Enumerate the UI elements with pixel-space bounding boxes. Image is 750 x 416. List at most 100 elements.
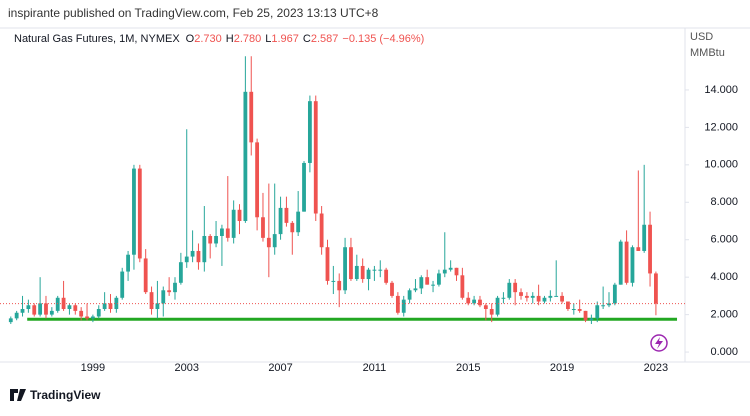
x-tick-label: 2007 — [268, 362, 292, 374]
candle-body — [343, 247, 347, 291]
candle-body — [49, 310, 54, 315]
candle-body — [554, 295, 559, 297]
candle-body — [67, 305, 72, 310]
candle-body — [654, 273, 658, 304]
candle-body — [648, 224, 652, 274]
candle-body — [337, 280, 342, 291]
candle-body — [595, 305, 600, 319]
candle-body — [132, 168, 136, 255]
alert-icon[interactable] — [650, 334, 668, 352]
x-tick-label: 2011 — [363, 362, 387, 374]
candle-body — [155, 303, 160, 310]
candle-body — [519, 292, 523, 296]
candle-body — [571, 309, 576, 311]
ohlc-value: 2.587 — [311, 33, 339, 45]
candle-body — [601, 305, 606, 307]
y-tick-label: 14.000 — [704, 84, 738, 96]
candle-body — [624, 241, 629, 283]
candle-body — [454, 267, 459, 276]
y-tick-label: 12.000 — [704, 121, 738, 133]
candle-body — [349, 247, 353, 280]
candle-body — [32, 305, 37, 315]
candle-body — [524, 295, 529, 298]
ohlc-value: 2.780 — [234, 33, 262, 45]
y-tick-label: 6.000 — [710, 234, 738, 246]
candle-body — [407, 290, 412, 300]
candle-body — [589, 318, 594, 321]
candle-body — [448, 267, 453, 270]
candle-body — [483, 305, 488, 310]
candle-body — [354, 265, 359, 280]
candle-body — [437, 273, 441, 285]
candle-body — [126, 254, 130, 272]
candle-body — [431, 284, 435, 286]
candle-body — [26, 305, 31, 310]
candle-body — [38, 303, 43, 315]
candle-body — [536, 295, 541, 302]
candle-body — [607, 303, 611, 306]
candle-body — [583, 310, 588, 321]
candle-body — [8, 318, 13, 323]
candle-body — [618, 241, 623, 285]
candle-body — [319, 213, 324, 248]
candle-body — [102, 303, 107, 310]
candle-body — [14, 312, 19, 319]
symbol-title: Natural Gas Futures, 1M, NYMEX — [14, 33, 180, 45]
candle-body — [313, 101, 318, 214]
candle-body — [73, 305, 78, 311]
candle-body — [85, 316, 89, 319]
candle-body — [237, 209, 242, 222]
candle-body — [302, 162, 306, 212]
candle-body — [261, 217, 265, 238]
candle-body — [208, 235, 213, 244]
candle-body — [366, 269, 371, 280]
candle-body — [214, 235, 218, 244]
candle-body — [225, 228, 230, 238]
candle-body — [530, 295, 535, 298]
candle-body — [331, 280, 336, 282]
change-value: −0.135 (−4.96%) — [342, 33, 424, 45]
candle-body — [231, 209, 236, 238]
candle-body — [55, 297, 60, 311]
x-tick-label: 2003 — [174, 362, 198, 374]
candle-body — [143, 258, 148, 293]
unit-label: USD — [690, 31, 713, 43]
candle-body — [249, 91, 254, 143]
candle-body — [149, 292, 154, 310]
candle-body — [202, 235, 207, 263]
candle-body — [372, 269, 377, 271]
candle-body — [390, 282, 394, 296]
candle-body — [378, 269, 383, 271]
ohlc-key: L — [265, 33, 271, 45]
candle-body — [642, 224, 647, 251]
candle-body — [325, 247, 330, 281]
x-tick-label: 2015 — [456, 362, 480, 374]
candle-body — [548, 295, 553, 298]
candle-body — [196, 250, 201, 263]
candle-body — [478, 299, 482, 306]
ohlc-value: 1.967 — [271, 33, 299, 45]
candle-body — [413, 288, 418, 291]
candle-body — [90, 316, 95, 319]
candle-body — [184, 256, 189, 263]
tradingview-logo — [10, 389, 26, 401]
x-tick-label: 2023 — [644, 362, 668, 374]
candle-body — [577, 309, 582, 311]
candle-body — [360, 265, 365, 280]
candle-body — [120, 271, 125, 298]
candle-body — [513, 282, 518, 293]
x-tick-label: 1999 — [81, 362, 105, 374]
candle-body — [401, 299, 406, 313]
unit-label: MMBtu — [690, 47, 725, 59]
candle-body — [96, 309, 101, 317]
candle-body — [395, 295, 400, 313]
candle-body — [296, 211, 301, 233]
candle-body — [114, 297, 119, 310]
candle-body — [495, 297, 500, 315]
candle-body — [161, 290, 166, 304]
candle-body — [636, 247, 641, 251]
candle-body — [167, 290, 172, 293]
candle-body — [442, 269, 447, 274]
